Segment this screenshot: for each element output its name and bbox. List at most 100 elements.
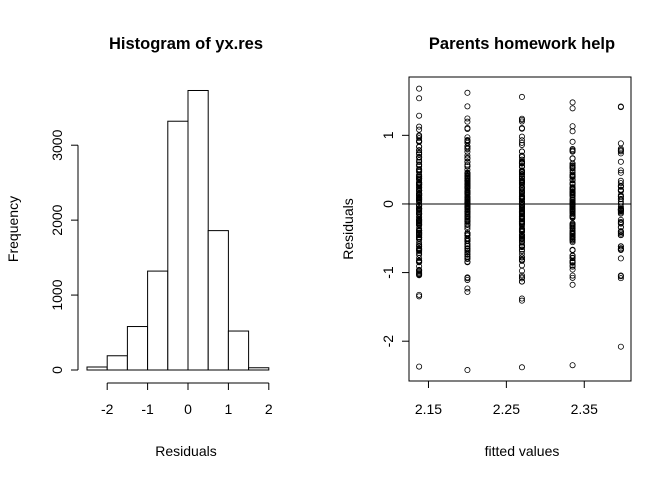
data-point [518, 364, 525, 371]
x-tick-label: 2.25 [493, 401, 520, 417]
y-tick-label: -1 [380, 266, 396, 279]
data-point [416, 258, 423, 265]
data-point [416, 269, 423, 276]
data-point [518, 125, 525, 132]
data-point [518, 215, 525, 222]
data-point [416, 143, 423, 150]
data-point [416, 157, 423, 164]
data-point [518, 246, 525, 253]
data-point [518, 211, 525, 218]
data-point [416, 246, 423, 253]
data-point [518, 118, 525, 125]
data-point [617, 228, 624, 235]
data-point [617, 169, 624, 176]
data-point [617, 247, 624, 254]
data-point [416, 267, 423, 274]
data-point [416, 206, 423, 213]
y-tick-label: 0 [380, 200, 396, 208]
data-point [518, 137, 525, 144]
data-point [416, 230, 423, 237]
x-axis-title: Residuals [155, 443, 216, 459]
data-point [464, 166, 471, 173]
histogram-bar [147, 270, 169, 371]
data-point [518, 156, 525, 163]
data-point [464, 367, 471, 374]
data-point [617, 150, 624, 157]
histogram-bar [207, 230, 229, 371]
data-point [617, 167, 624, 174]
histogram-bar [126, 326, 149, 371]
y-tick-label: -2 [380, 335, 396, 348]
data-point [617, 243, 624, 250]
data-point [569, 274, 576, 281]
data-point [416, 271, 423, 278]
data-point [617, 193, 624, 200]
data-point [464, 152, 471, 159]
data-point [464, 190, 471, 197]
data-point [617, 209, 624, 216]
data-point [569, 105, 576, 112]
data-point [416, 209, 423, 216]
y-tick-label: 2000 [49, 204, 65, 235]
data-point [617, 218, 624, 225]
data-point [416, 222, 423, 229]
data-point [416, 291, 423, 298]
data-point [569, 185, 576, 192]
data-point [416, 175, 423, 182]
data-point [518, 254, 525, 261]
x-tick-label: -2 [101, 401, 114, 417]
data-point [416, 255, 423, 262]
data-point [518, 275, 525, 282]
y-tick-label: 1000 [49, 279, 65, 310]
data-point [464, 274, 471, 281]
y-tick-label: 0 [49, 366, 65, 374]
data-point [464, 145, 471, 152]
data-point [518, 187, 525, 194]
data-point [569, 99, 576, 106]
data-point [569, 281, 576, 288]
data-point [518, 194, 525, 201]
data-point [518, 116, 525, 123]
data-point [617, 187, 624, 194]
data-point [464, 136, 471, 143]
data-point [518, 193, 525, 200]
data-point [464, 125, 471, 132]
data-point [569, 177, 576, 184]
data-point [518, 93, 525, 100]
data-point [464, 89, 471, 96]
data-point [464, 253, 471, 260]
data-point [464, 200, 471, 207]
data-point [464, 158, 471, 165]
data-point [464, 163, 471, 170]
data-point [518, 159, 525, 166]
data-point [569, 201, 576, 208]
histogram-bar [187, 89, 209, 371]
data-point [518, 227, 525, 234]
data-point [617, 230, 624, 237]
data-point [416, 363, 423, 370]
plot-frame [408, 76, 632, 382]
data-point [416, 179, 423, 186]
data-point [416, 123, 423, 130]
data-point [569, 197, 576, 204]
data-point [518, 295, 525, 302]
scatter-panel: 2.15 2.25 2.35 -2 -1 0 1 Parents homework help f… [340, 35, 632, 459]
data-point [416, 161, 423, 168]
data-point [617, 104, 624, 111]
data-point [464, 155, 471, 162]
histogram-bar [248, 367, 270, 371]
data-point [518, 272, 525, 279]
data-point [464, 210, 471, 217]
data-point [617, 195, 624, 202]
data-point [617, 216, 624, 223]
data-point [464, 247, 471, 254]
data-point [416, 205, 423, 212]
x-tick-label: 0 [184, 401, 192, 417]
data-point [464, 103, 471, 110]
data-point [518, 231, 525, 238]
data-point [416, 95, 423, 102]
data-point [416, 211, 423, 218]
data-point [518, 167, 525, 174]
data-point [518, 184, 525, 191]
x-axis-title: fitted values [485, 443, 560, 459]
